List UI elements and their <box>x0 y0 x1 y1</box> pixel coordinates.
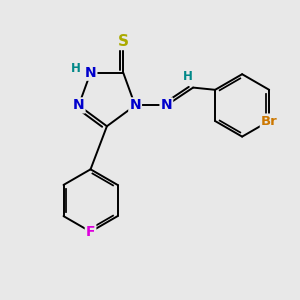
Text: N: N <box>160 98 172 112</box>
Text: H: H <box>183 70 193 83</box>
Text: Br: Br <box>261 115 278 128</box>
Text: N: N <box>129 98 141 112</box>
Text: S: S <box>118 34 129 49</box>
Text: N: N <box>73 98 85 112</box>
Text: H: H <box>71 62 81 75</box>
Text: N: N <box>85 66 96 80</box>
Text: F: F <box>86 225 95 239</box>
